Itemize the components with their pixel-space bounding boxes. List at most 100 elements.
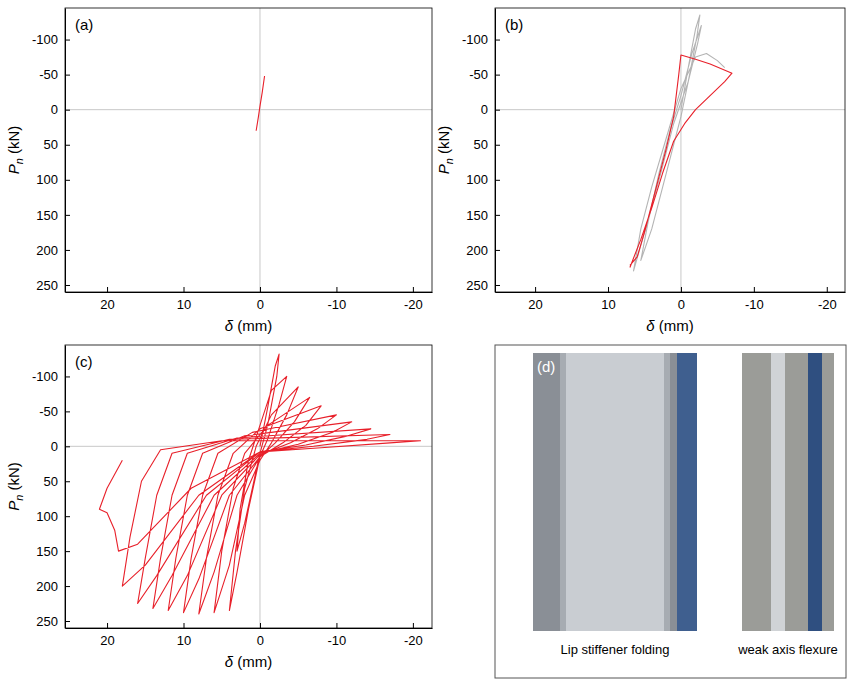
x-tick: -10: [745, 287, 764, 312]
x-tick-label: -20: [818, 297, 837, 312]
x-tick-label: 10: [177, 633, 191, 648]
x-tick-label: -20: [404, 297, 423, 312]
x-tick-label: 10: [601, 297, 615, 312]
y-tick: 150: [36, 208, 70, 223]
y-tick: 250: [466, 278, 500, 293]
y-axis-line: [495, 9, 496, 293]
y-tick-label: 100: [36, 172, 58, 187]
y-tick-mark: [65, 446, 70, 447]
x-tick-label: 0: [257, 297, 264, 312]
x-tick: 20: [528, 287, 542, 312]
photo: [742, 353, 834, 631]
x-tick-mark: [413, 623, 414, 628]
y-tick-mark: [495, 110, 500, 111]
y-tick-mark: [65, 621, 70, 622]
panel-letter: (d): [537, 358, 555, 375]
y-tick-mark: [495, 215, 500, 216]
y-tick: 200: [466, 243, 500, 258]
y-tick-mark: [495, 40, 500, 41]
x-tick: -10: [328, 623, 347, 648]
panel-letter: (c): [75, 353, 93, 370]
x-tick-label: 20: [528, 297, 542, 312]
y-tick: -100: [32, 32, 70, 47]
x-tick: 10: [601, 287, 615, 312]
y-axis-line: [65, 346, 66, 629]
x-tick: 0: [257, 623, 264, 648]
y-tick: 50: [44, 474, 70, 489]
x-axis: 20100-10-20: [66, 623, 433, 648]
x-tick: -20: [404, 287, 423, 312]
y-tick-label: -100: [32, 369, 58, 384]
y-tick-label: 150: [36, 544, 58, 559]
tspan: (mm): [655, 317, 694, 334]
panel: 20100-10-20-100-50050100150200250(c)δ (m…: [5, 345, 433, 670]
x-tick-mark: [107, 287, 108, 292]
y-tick: 200: [36, 243, 70, 258]
y-tick-mark: [65, 285, 70, 286]
y-tick-label: 150: [466, 208, 488, 223]
panel: 20100-10-20-100-50050100150200250(b)δ (m…: [435, 8, 846, 334]
curve: [634, 15, 725, 271]
y-axis-title: Pn (kN): [5, 126, 25, 175]
y-tick-mark: [65, 145, 70, 146]
x-tick-mark: [827, 287, 828, 292]
plot-area: [495, 8, 845, 292]
x-tick: -20: [818, 287, 837, 312]
y-tick-label: -100: [462, 32, 488, 47]
curve: [630, 55, 732, 267]
photo-lip: [664, 353, 670, 631]
curve: [99, 354, 420, 614]
y-tick-label: 150: [36, 208, 58, 223]
photo-column: [771, 353, 785, 631]
x-tick-label: 20: [100, 297, 114, 312]
y-axis: -100-50050100150200250: [462, 9, 500, 293]
x-axis-line: [496, 292, 846, 293]
x-tick-mark: [336, 287, 337, 292]
photo-lip: [560, 353, 566, 631]
y-tick-mark: [495, 145, 500, 146]
x-tick: 20: [100, 623, 114, 648]
y-tick-mark: [65, 411, 70, 412]
y-tick-mark: [495, 180, 500, 181]
plot-area: [65, 345, 432, 628]
x-tick-label: -10: [328, 633, 347, 648]
x-tick-mark: [260, 287, 261, 292]
panel-letter: (b): [505, 16, 523, 33]
panel-frame: [495, 345, 846, 678]
y-tick-label: -50: [39, 67, 58, 82]
curve: [256, 76, 264, 131]
y-tick-label: -100: [32, 32, 58, 47]
y-tick: 50: [474, 137, 500, 152]
y-tick-label: 250: [36, 278, 58, 293]
y-tick-mark: [65, 481, 70, 482]
y-tick: 50: [44, 137, 70, 152]
x-axis-line: [66, 292, 433, 293]
x-tick: 10: [177, 623, 191, 648]
zero-line: [680, 8, 681, 292]
tspan: P: [435, 164, 452, 174]
y-tick-mark: [65, 250, 70, 251]
y-tick-label: 50: [44, 137, 58, 152]
y-tick: 0: [51, 439, 70, 454]
y-tick-mark: [495, 250, 500, 251]
x-tick-label: -10: [328, 297, 347, 312]
y-axis: -100-50050100150200250: [32, 346, 70, 629]
y-tick: 150: [466, 208, 500, 223]
x-axis-line: [66, 628, 433, 629]
panel: 20100-10-20-100-50050100150200250(a)δ (m…: [5, 8, 433, 334]
zero-line: [495, 109, 845, 110]
y-tick: -50: [39, 404, 70, 419]
plot-area: [65, 8, 432, 292]
photo-column: [565, 353, 665, 631]
y-tick-mark: [65, 586, 70, 587]
zero-line: [65, 109, 432, 110]
x-tick-mark: [535, 287, 536, 292]
y-tick-label: 0: [51, 102, 58, 117]
x-tick-label: 0: [678, 297, 685, 312]
tspan: P: [5, 501, 22, 511]
x-tick-mark: [608, 287, 609, 292]
x-tick: 0: [257, 287, 264, 312]
frame: [495, 8, 845, 292]
y-tick-label: 100: [36, 509, 58, 524]
y-tick: -100: [32, 369, 70, 384]
